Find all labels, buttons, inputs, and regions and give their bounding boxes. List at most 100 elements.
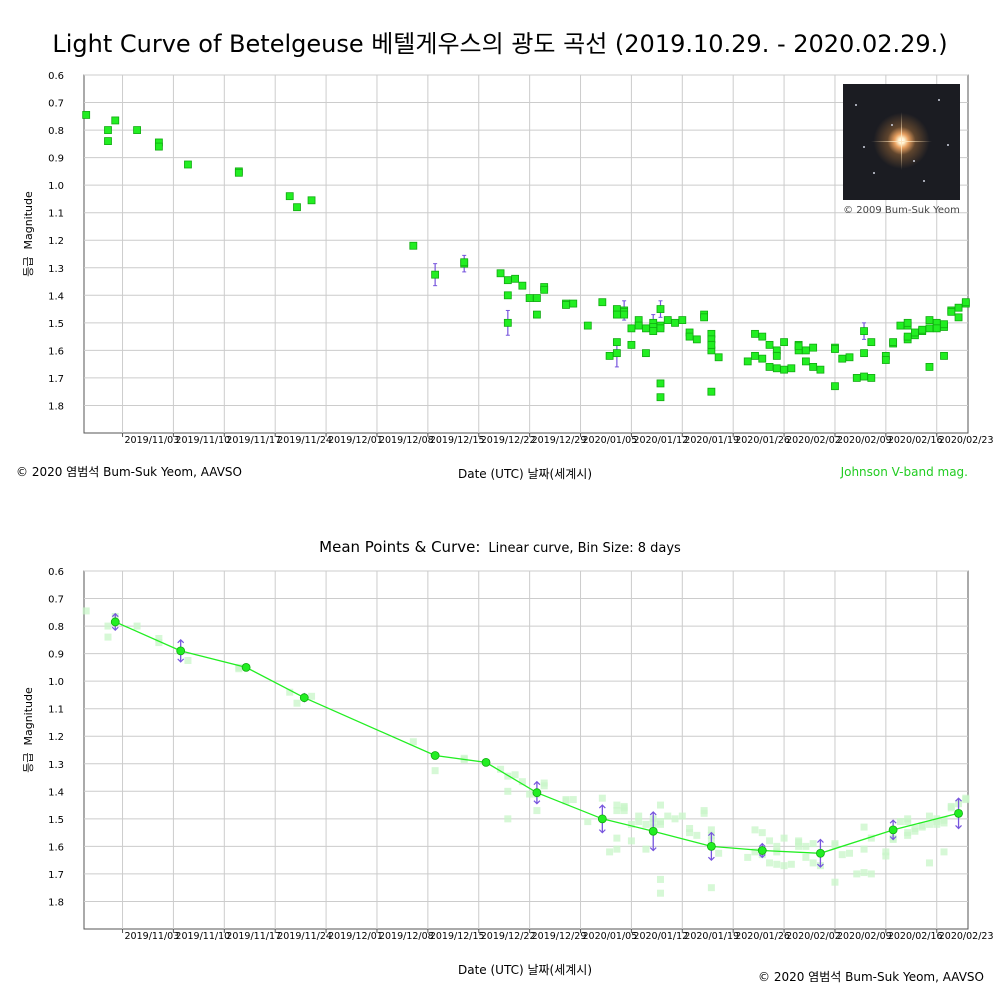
mean-curve — [115, 621, 959, 854]
mean-error-cap — [649, 847, 657, 852]
faded-observation — [715, 849, 723, 857]
betelgeuse-photo — [843, 84, 960, 200]
faded-observation — [613, 845, 621, 853]
faded-observation — [758, 829, 766, 837]
x-tick-label: 2019/11/03 — [125, 435, 180, 446]
faded-observation — [766, 859, 774, 867]
faded-observation — [533, 807, 541, 815]
data-point — [961, 298, 970, 307]
faded-observation — [656, 820, 664, 828]
data-point — [627, 324, 636, 333]
faded-observation — [809, 840, 817, 848]
faded-observation — [664, 812, 672, 820]
data-point — [765, 363, 774, 371]
faded-observation — [751, 826, 759, 834]
mean-error-cap — [816, 838, 824, 843]
photo-star — [855, 104, 857, 106]
faded-observation — [598, 794, 606, 802]
faded-observation — [904, 829, 912, 837]
data-point — [612, 310, 621, 319]
x-tick-label: 2020/01/26 — [735, 435, 790, 446]
faded-observation — [686, 829, 694, 837]
photo-star — [913, 160, 915, 162]
data-point — [460, 258, 469, 267]
data-point — [925, 324, 934, 333]
faded-observation — [286, 688, 294, 696]
data-point — [932, 324, 941, 333]
mean-chart-title: Mean Points & Curve: Linear curve, Bin Si… — [0, 538, 1000, 556]
faded-observation — [613, 801, 621, 809]
y-tick-label: 1.8 — [48, 401, 64, 412]
data-point — [496, 269, 505, 278]
faded-observation — [431, 767, 439, 775]
star-spike-vertical — [901, 112, 902, 170]
x-tick-label: 2019/12/08 — [379, 931, 434, 942]
mean-point — [706, 841, 716, 851]
data-point — [758, 354, 767, 363]
data-point — [809, 363, 818, 371]
faded-observation — [940, 816, 948, 824]
data-point — [154, 142, 163, 151]
x-tick-label: 2020/01/05 — [583, 435, 638, 446]
faded-observation — [104, 622, 112, 630]
x-tick-label: 2019/12/29 — [532, 931, 587, 942]
mean-error-cap — [889, 819, 897, 824]
mean-error-cap — [111, 612, 119, 618]
data-point — [612, 338, 621, 347]
data-point — [634, 321, 643, 330]
mean-error-cap — [533, 800, 541, 805]
data-point — [692, 335, 701, 344]
x-tick-label: 2019/12/15 — [430, 931, 485, 942]
faded-observation — [656, 875, 664, 883]
photo-credit: © 2009 Bum-Suk Yeom — [843, 205, 960, 216]
data-point — [293, 203, 301, 212]
faded-observation — [809, 859, 817, 867]
x-tick-label: 2019/12/08 — [379, 435, 434, 446]
data-point — [758, 332, 767, 341]
data-point — [598, 298, 607, 307]
mean-point — [816, 848, 825, 858]
y-axis-label-top: 등급 Magnitude — [20, 174, 36, 294]
x-tick-label: 2019/11/10 — [175, 435, 230, 446]
faded-observation — [409, 738, 417, 746]
faded-observation — [613, 834, 621, 842]
faded-observation — [82, 607, 90, 615]
data-point — [649, 327, 658, 336]
mean-error-cap — [111, 626, 119, 632]
data-point — [940, 351, 948, 360]
mean-error-cap — [533, 780, 541, 786]
faded-observation — [693, 831, 701, 839]
faded-observation — [933, 820, 941, 828]
faded-observation — [671, 815, 679, 823]
data-point — [889, 338, 898, 347]
data-point — [751, 329, 759, 338]
y-axis-label-bottom: 등급 Magnitude — [20, 670, 36, 790]
faded-observation — [656, 889, 664, 897]
faded-observation — [460, 754, 468, 762]
x-axis-label-top: Date (UTC) 날짜(세계시) — [457, 467, 593, 481]
y-tick-label: 1.2 — [48, 732, 64, 743]
x-tick-label: 2019/12/01 — [328, 435, 383, 446]
data-point — [947, 307, 956, 316]
faded-observation — [896, 818, 904, 826]
faded-observation — [940, 848, 948, 856]
y-tick-label: 1.3 — [48, 264, 64, 275]
faded-observation — [627, 820, 635, 828]
data-point — [307, 196, 316, 205]
faded-observation — [104, 633, 112, 641]
faded-observation — [133, 622, 141, 630]
data-point — [133, 126, 141, 134]
data-point — [809, 343, 818, 352]
mean-point — [597, 814, 607, 824]
x-tick-label: 2020/02/02 — [786, 931, 841, 942]
data-point — [743, 357, 752, 366]
faded-observation — [773, 848, 781, 856]
data-point — [82, 111, 91, 119]
data-point — [954, 313, 963, 322]
faded-observation — [773, 860, 781, 868]
data-point — [104, 137, 112, 145]
data-point — [525, 294, 534, 302]
copyright-bottom: © 2020 염범석 Bum-Suk Yeom, AAVSO — [758, 970, 984, 984]
data-point — [656, 393, 665, 402]
x-tick-label: 2019/12/22 — [481, 931, 536, 942]
